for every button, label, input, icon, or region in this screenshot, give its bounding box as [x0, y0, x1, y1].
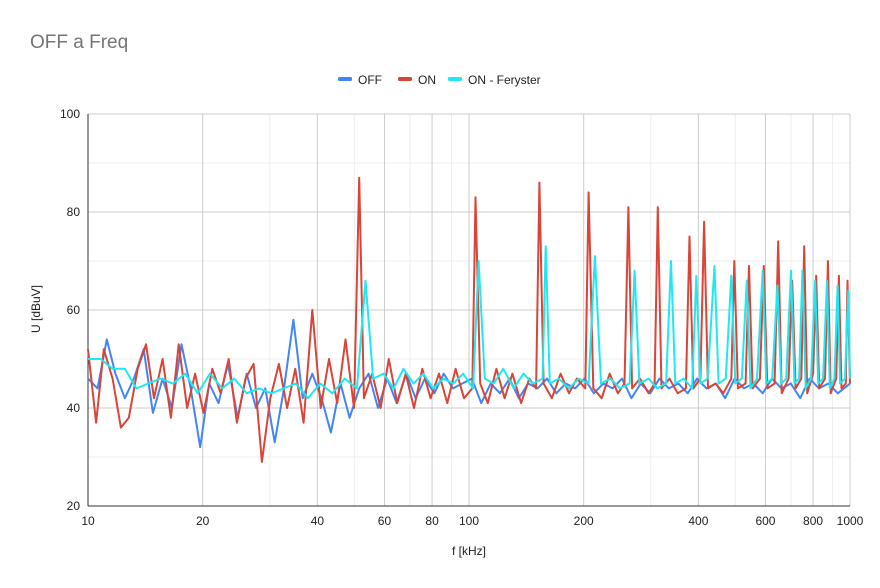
x-tick-label: 40 — [311, 514, 325, 528]
chart-title: OFF a Freq — [30, 32, 128, 53]
x-tick-label: 400 — [688, 514, 708, 528]
legend-swatch-on-feryster — [448, 77, 462, 81]
x-tick-label: 60 — [378, 514, 392, 528]
y-tick-label: 100 — [60, 107, 80, 121]
legend-label-on: ON — [418, 73, 436, 87]
x-tick-label: 600 — [755, 514, 775, 528]
y-tick-label: 80 — [67, 205, 81, 219]
legend: OFF ON ON - Feryster — [338, 73, 541, 87]
x-tick-label: 80 — [425, 514, 439, 528]
y-axis-label: U [dBuV] — [29, 285, 43, 333]
series-line-on-feryster — [88, 245, 851, 400]
grid — [87, 113, 851, 507]
legend-label-off: OFF — [358, 73, 382, 87]
x-tick-label: 20 — [196, 514, 210, 528]
x-tick-label: 1000 — [837, 514, 864, 528]
y-tick-label: 40 — [67, 401, 81, 415]
series-group — [87, 176, 851, 463]
x-tick-label: 10 — [81, 514, 95, 528]
legend-swatch-off — [338, 77, 352, 81]
x-tick-label: 100 — [459, 514, 479, 528]
x-tick-label: 200 — [574, 514, 594, 528]
x-tick-label: 800 — [803, 514, 823, 528]
y-tick-label: 20 — [67, 499, 81, 513]
y-tick-label: 60 — [67, 303, 81, 317]
legend-label-on-feryster: ON - Feryster — [468, 73, 541, 87]
legend-swatch-on — [398, 77, 412, 81]
x-axis-label: f [kHz] — [452, 544, 486, 558]
